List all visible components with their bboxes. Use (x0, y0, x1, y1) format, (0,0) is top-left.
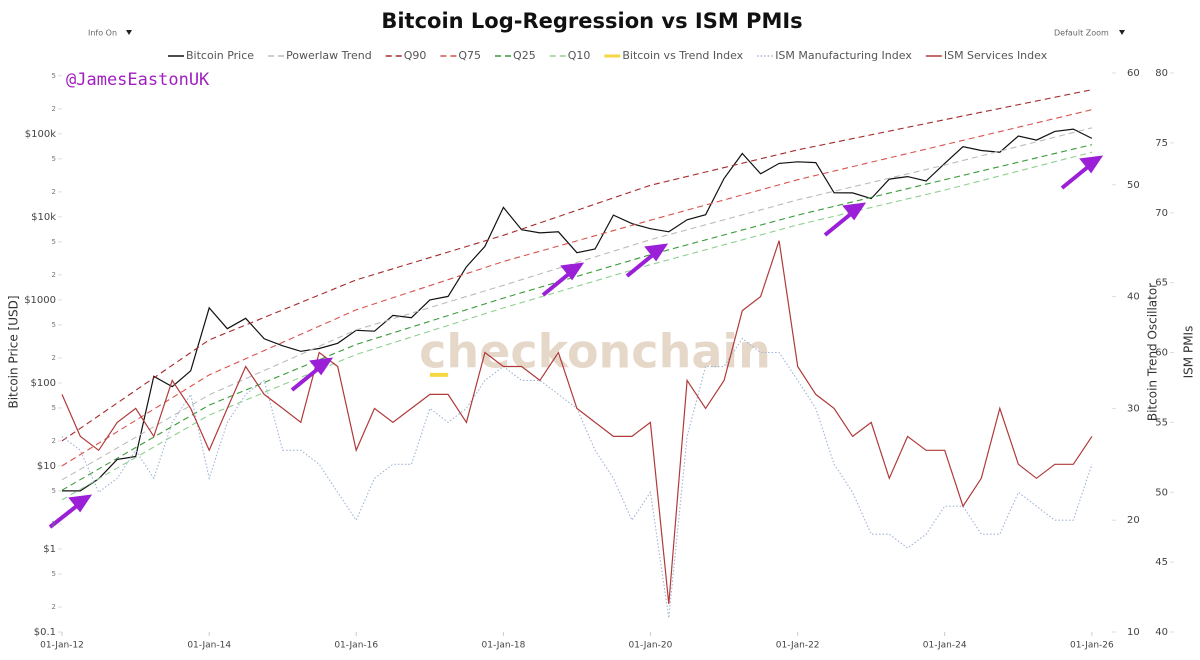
x-tick-label: 01-Jan-14 (187, 641, 231, 651)
arrows (48, 155, 1104, 529)
y-tick-label: $100 (31, 378, 56, 389)
x-tick-label: 01-Jan-18 (482, 641, 526, 651)
y-tick-label: $1 (43, 544, 56, 555)
y-tick-label: 2 (52, 188, 56, 196)
y3-tick-label: 70 (1155, 208, 1168, 219)
legend-label: Bitcoin Price (186, 49, 254, 62)
y-tick-label: 5 (52, 155, 56, 163)
y2-axis-label: Bitcoin Trend Oscillator (1146, 283, 1160, 421)
y-tick-label: 2 (52, 271, 56, 279)
legend-label: Q25 (513, 49, 536, 62)
series-line (62, 128, 1093, 492)
series-line (61, 89, 1093, 442)
y2-tick-label: 10 (1127, 627, 1140, 638)
watermark: checkonchain (419, 325, 771, 379)
y3-tick-label: 50 (1155, 487, 1168, 498)
y3-tick-label: 65 (1155, 278, 1168, 289)
y-axis-label: Bitcoin Price [USD] (7, 295, 21, 408)
legend-label: ISM Manufacturing Index (775, 49, 912, 62)
y-tick-label: 5 (52, 404, 56, 412)
x-tick-label: 01-Jan-20 (629, 641, 673, 651)
y-tick-label: 2 (52, 520, 56, 528)
series-line (61, 127, 1093, 481)
legend-label: Q90 (404, 49, 427, 62)
x-tick-label: 01-Jan-22 (776, 641, 820, 651)
y2-tick-label: 60 (1127, 68, 1140, 79)
legend-label: Q75 (458, 49, 481, 62)
y-tick-label: $10k (31, 212, 56, 223)
zoom-menu[interactable]: Default Zoom (1054, 29, 1109, 38)
author-handle: @JamesEastonUK (66, 70, 210, 90)
y-tick-label: 5 (52, 238, 56, 246)
x-tick-label: 01-Jan-26 (1070, 641, 1114, 651)
y3-tick-label: 55 (1155, 417, 1168, 428)
y-tick-label: 2 (52, 105, 56, 113)
y-tick-label: 5 (52, 321, 56, 329)
y3-axis-label: ISM PMIs (1182, 326, 1196, 379)
series-line (61, 109, 1093, 467)
legend-label: Bitcoin vs Trend Index (622, 49, 743, 62)
y-tick-label: $0.1 (34, 627, 56, 638)
series-line (61, 337, 1093, 619)
dropdown-icon[interactable] (126, 30, 132, 35)
y2-tick-label: 20 (1127, 515, 1140, 526)
plot (61, 89, 1093, 619)
y2-tick-label: 40 (1127, 292, 1140, 303)
info-toggle[interactable]: Info On (88, 29, 117, 38)
chart-title: Bitcoin Log-Regression vs ISM PMIs (381, 9, 802, 33)
legend-label: Powerlaw Trend (286, 49, 372, 62)
y3-tick-label: 60 (1155, 348, 1168, 359)
y2-tick-label: 30 (1127, 403, 1140, 414)
y-tick-label: 2 (52, 354, 56, 362)
legend-label: ISM Services Index (944, 49, 1048, 62)
x-tick-label: 01-Jan-12 (40, 641, 84, 651)
y2-tick-label: 50 (1127, 180, 1140, 191)
y-tick-label: $100k (25, 129, 56, 140)
y3-tick-label: 80 (1155, 68, 1168, 79)
y3-tick-label: 75 (1155, 138, 1168, 149)
y-tick-label: 5 (52, 72, 56, 80)
y-tick-label: 5 (52, 570, 56, 578)
y3-tick-label: 45 (1155, 557, 1168, 568)
y-tick-label: $10 (37, 461, 56, 472)
series-line (61, 151, 1093, 501)
series-line (61, 240, 1093, 605)
series-line (61, 144, 1093, 491)
y-tick-label: 5 (52, 487, 56, 495)
y-tick-label: 2 (52, 437, 56, 445)
y-tick-label: 2 (52, 603, 56, 611)
y-tick-label: $1000 (24, 295, 56, 306)
x-tick-label: 01-Jan-16 (334, 641, 378, 651)
y3-tick-label: 40 (1155, 627, 1168, 638)
x-tick-label: 01-Jan-24 (923, 641, 967, 651)
legend-label: Q10 (568, 49, 591, 62)
dropdown-icon[interactable] (1119, 30, 1125, 35)
